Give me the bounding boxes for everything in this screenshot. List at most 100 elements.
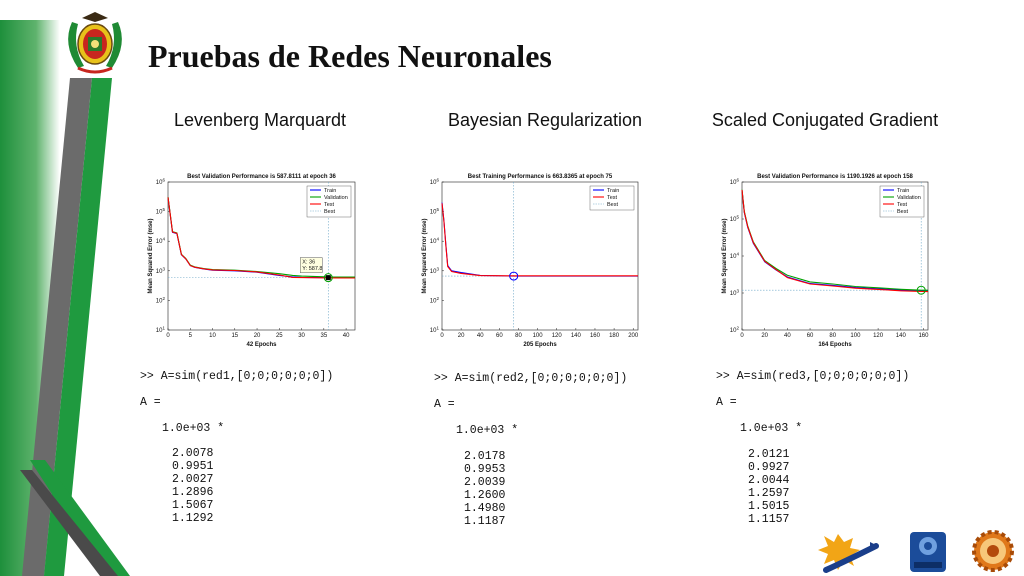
y-axis-label: Mean Squared Error (mse) [722, 218, 728, 293]
output-var: A = [434, 398, 455, 411]
y-tick-label: 103 [730, 289, 740, 298]
x-tick-label: 35 [320, 333, 327, 339]
command-prompt: >> A=sim(red3,[0;0;0;0;0;0]) [716, 370, 910, 383]
output-value: 1.5015 [748, 500, 790, 513]
output-value: 1.1157 [748, 513, 790, 526]
matlab-output-lm: >> A=sim(red1,[0;0;0;0;0;0]) A = 1.0e+03… [138, 366, 370, 532]
x-tick-label: 60 [807, 333, 814, 339]
x-tick-label: 20 [761, 333, 768, 339]
x-tick-label: 20 [458, 333, 465, 339]
x-tick-label: 0 [440, 333, 444, 339]
output-value: 0.9953 [464, 463, 506, 476]
plot-canvas: Best Validation Performance is 587.8111 … [148, 174, 356, 348]
output-value: 1.1292 [172, 512, 214, 525]
performance-plot-lm: Best Validation Performance is 587.8111 … [140, 168, 368, 354]
y-tick-label: 105 [730, 215, 740, 224]
plot-canvas: Best Validation Performance is 1190.1926… [722, 174, 929, 348]
performance-plot-scg: Best Validation Performance is 1190.1926… [700, 168, 938, 354]
legend-entry: Validation [897, 195, 921, 201]
legend-entry: Best [897, 209, 908, 215]
y-tick-label: 104 [730, 252, 740, 261]
plot-title: Best Validation Performance is 587.8111 … [187, 174, 336, 180]
series-line-test [167, 197, 356, 279]
output-value: 1.2600 [464, 489, 506, 502]
command-prompt: >> A=sim(red2,[0;0;0;0;0;0]) [434, 372, 628, 385]
plot-title: Best Training Performance is 663.8365 at… [468, 174, 613, 180]
output-scale: 1.0e+03 * [162, 422, 225, 435]
output-value: 0.9927 [748, 461, 790, 474]
y-tick-label: 101 [430, 326, 440, 335]
datatip-x: X: 36 [302, 260, 315, 266]
output-value: 2.0039 [464, 476, 506, 489]
y-axis-label: Mean Squared Error (mse) [422, 218, 428, 293]
y-tick-label: 105 [430, 207, 440, 216]
x-tick-label: 5 [189, 333, 193, 339]
plot-legend [879, 185, 925, 218]
x-tick-label: 160 [918, 333, 929, 339]
datatip-y: Y: 587.8 [302, 266, 322, 272]
y-tick-label: 103 [430, 266, 440, 275]
output-value: 1.2597 [748, 487, 790, 500]
series-line-test [741, 189, 929, 293]
best-point-marker [509, 271, 519, 281]
datatip-point [325, 275, 331, 281]
x-tick-label: 140 [896, 333, 907, 339]
plot-legend [306, 185, 352, 218]
slide-title: Pruebas de Redes Neuronales [148, 38, 552, 74]
output-value: 2.0178 [464, 450, 506, 463]
gear-emblem-logo [972, 530, 1014, 572]
series-line-test [441, 203, 638, 277]
plot-title: Best Validation Performance is 1190.1926… [757, 174, 913, 180]
output-value: 1.5067 [172, 499, 214, 512]
legend-entry: Train [607, 188, 619, 194]
plot-canvas: Best Training Performance is 663.8365 at… [422, 174, 639, 348]
university-crest-logo [68, 12, 122, 74]
mechatronics-club-logo [910, 532, 946, 572]
x-tick-label: 80 [515, 333, 522, 339]
y-tick-label: 101 [156, 326, 166, 335]
x-tick-label: 20 [254, 333, 261, 339]
x-tick-label: 180 [609, 333, 620, 339]
x-tick-label: 80 [829, 333, 836, 339]
output-scale: 1.0e+03 * [740, 422, 803, 435]
x-tick-label: 100 [533, 333, 544, 339]
legend-entry: Test [607, 195, 618, 201]
slide-decoration [0, 20, 130, 576]
x-tick-label: 160 [590, 333, 601, 339]
x-tick-label: 140 [571, 333, 582, 339]
x-tick-label: 0 [166, 333, 170, 339]
legend-entry: Train [324, 188, 336, 194]
y-tick-label: 106 [730, 178, 740, 187]
x-tick-label: 40 [477, 333, 484, 339]
y-tick-label: 105 [156, 207, 166, 216]
method-label-lm: Levenberg Marquardt [173, 110, 347, 130]
y-tick-label: 102 [156, 296, 166, 305]
x-tick-label: 100 [850, 333, 861, 339]
output-scale: 1.0e+03 * [456, 424, 519, 437]
command-prompt: >> A=sim(red1,[0;0;0;0;0;0]) [140, 370, 334, 383]
matlab-output-br: >> A=sim(red2,[0;0;0;0;0;0]) A = 1.0e+03… [432, 368, 644, 532]
legend-entry: Train [897, 188, 909, 194]
x-axis-label: 42 Epochs [246, 342, 277, 348]
x-tick-label: 0 [740, 333, 744, 339]
output-value: 0.9951 [172, 460, 214, 473]
robot-badge-logo [818, 534, 879, 573]
legend-entry: Best [324, 209, 335, 215]
y-tick-label: 104 [156, 237, 166, 246]
output-value: 1.1187 [464, 515, 506, 528]
legend-entry: Validation [324, 195, 348, 201]
y-tick-label: 106 [430, 178, 440, 187]
output-value: 2.0044 [748, 474, 790, 487]
best-point-marker [916, 285, 926, 295]
output-value: 1.4980 [464, 502, 506, 515]
output-value: 2.0121 [748, 448, 790, 461]
x-tick-label: 40 [784, 333, 791, 339]
performance-plot-br: Best Training Performance is 663.8365 at… [420, 168, 646, 354]
x-axis-label: 164 Epochs [818, 342, 852, 348]
x-tick-label: 120 [873, 333, 884, 339]
datatip-box [300, 257, 323, 273]
x-tick-label: 25 [276, 333, 283, 339]
legend-entry: Test [324, 202, 335, 208]
y-axis-label: Mean Squared Error (mse) [148, 218, 154, 293]
y-tick-label: 103 [156, 266, 166, 275]
